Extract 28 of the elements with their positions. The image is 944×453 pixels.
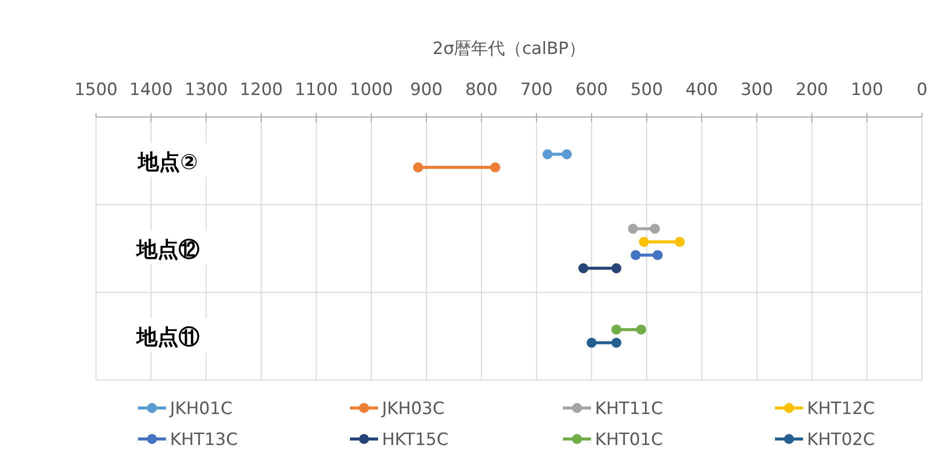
x-tick-label: 600 [575, 80, 608, 100]
legend-label: HKT15C [382, 430, 448, 450]
x-tick-label: 1100 [294, 80, 338, 100]
x-tick-label: 1200 [240, 80, 283, 100]
legend-label: KHT02C [807, 430, 875, 450]
x-tick-label: 1000 [350, 80, 393, 100]
y-tick-label: 地点② [137, 150, 198, 174]
x-tick-label: 0 [916, 80, 928, 100]
x-tick-label: 400 [686, 80, 718, 100]
legend-label: KHT11C [595, 399, 663, 419]
y-tick-label: 地点⑫ [136, 238, 200, 262]
legend-label: JKH01C [169, 399, 232, 419]
legend-label: JKH03C [381, 399, 444, 419]
x-tick-label: 800 [465, 80, 498, 100]
x-tick-label: 300 [740, 80, 774, 100]
x-tick-label: 1400 [129, 80, 173, 100]
x-axis-title: 2σ暦年代（calBP） [432, 39, 586, 59]
x-tick-label: 1300 [184, 80, 228, 100]
x-tick-label: 200 [796, 80, 828, 100]
x-tick-label: 700 [520, 80, 553, 100]
x-tick-label: 1500 [74, 80, 118, 100]
x-tick-label: 500 [630, 80, 663, 100]
x-tick-label: 900 [410, 80, 443, 100]
legend-label: KHT01C [595, 430, 663, 450]
legend-label: KHT13C [170, 430, 238, 450]
y-tick-label: 地点⑪ [136, 325, 200, 350]
legend-label: KHT12C [807, 399, 875, 419]
x-tick-label: 100 [850, 80, 884, 100]
